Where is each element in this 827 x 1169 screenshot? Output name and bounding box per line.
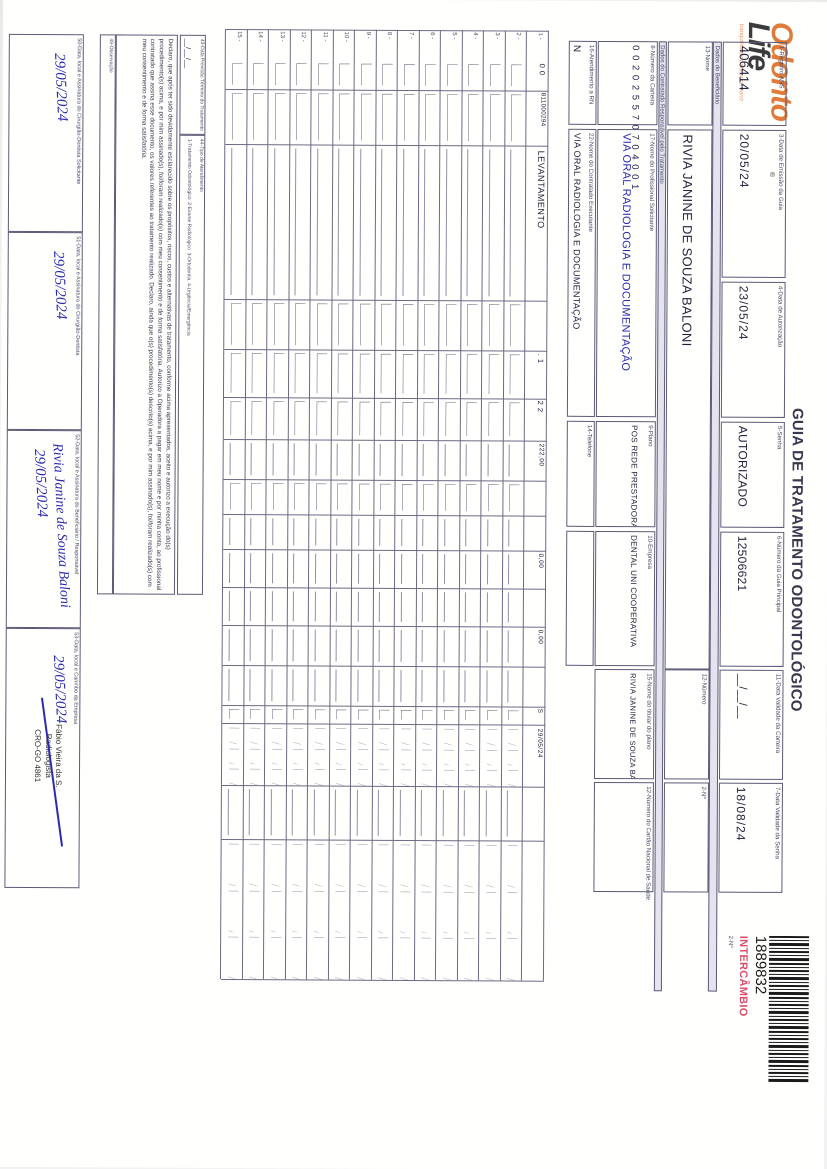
svg-text:1889832: 1889832 bbox=[752, 936, 769, 994]
